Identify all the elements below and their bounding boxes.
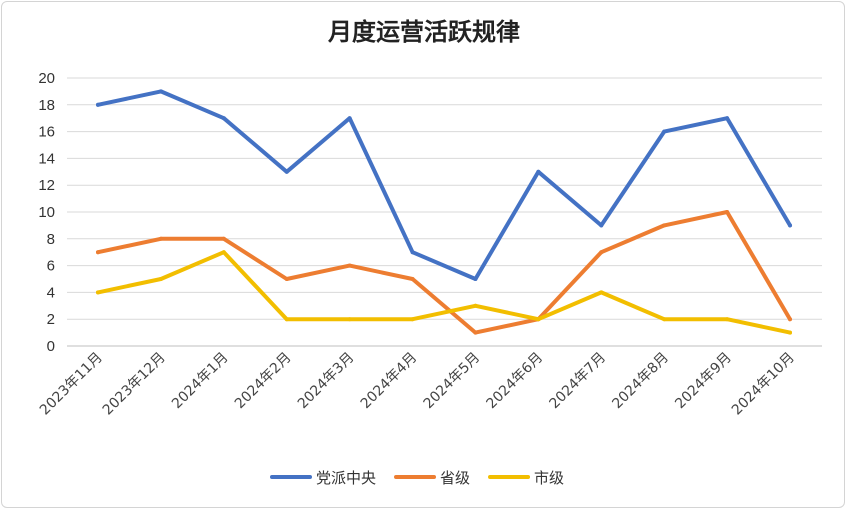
x-tick-label: 2024年9月	[672, 350, 735, 413]
y-tick-label: 16	[38, 124, 55, 141]
data-point	[473, 277, 478, 281]
data-point	[662, 223, 667, 228]
x-tick-label: 2024年1月	[169, 350, 232, 413]
data-point	[284, 169, 289, 174]
data-point	[599, 223, 604, 228]
y-tick-label: 0	[47, 338, 55, 355]
series-line-0	[96, 89, 792, 281]
y-tick-label: 6	[47, 258, 55, 275]
data-point	[662, 129, 667, 134]
data-point	[158, 89, 163, 94]
y-tick-label: 2	[47, 311, 55, 328]
data-point	[96, 290, 100, 295]
data-point	[725, 210, 730, 214]
data-point	[221, 116, 226, 121]
legend: 党派中央 省级 市级	[270, 469, 564, 487]
data-point	[599, 290, 604, 295]
data-point	[473, 330, 478, 335]
x-tick-label: 2024年7月	[546, 350, 609, 413]
data-point	[788, 330, 792, 335]
data-point	[158, 236, 163, 241]
y-tick-label: 18	[38, 97, 55, 114]
x-tick-label: 2024年8月	[609, 350, 672, 413]
legend-label-0: 党派中央	[316, 469, 376, 487]
data-point	[96, 102, 100, 107]
legend-label-2: 市级	[534, 469, 564, 487]
x-tick-label: 2024年4月	[358, 350, 421, 413]
data-point	[725, 116, 730, 121]
x-tick-label: 2024年2月	[232, 350, 295, 413]
data-point	[284, 317, 289, 322]
data-point	[473, 303, 478, 308]
data-point	[284, 277, 289, 281]
y-tick-label: 12	[38, 177, 55, 194]
x-tick-label: 2024年10月	[729, 350, 798, 419]
x-tick-label: 2023年11月	[37, 350, 106, 419]
data-point	[221, 250, 226, 255]
data-point	[599, 250, 604, 255]
legend-label-1: 省级	[440, 469, 470, 487]
chart-title: 月度运营活跃规律	[327, 18, 520, 46]
series-line-2	[96, 250, 792, 335]
y-tick-label: 8	[47, 231, 55, 248]
y-axis-ticks: 0 2 4 6 8 10 12 14 16 18 20	[38, 70, 55, 355]
series-line-1	[96, 210, 792, 335]
data-point	[158, 277, 163, 281]
data-point	[788, 223, 792, 228]
y-tick-label: 14	[38, 150, 55, 167]
data-point	[536, 317, 541, 322]
data-point	[725, 317, 730, 322]
data-point	[410, 317, 415, 322]
x-tick-label: 2024年5月	[421, 350, 484, 413]
y-tick-label: 20	[38, 70, 55, 87]
data-point	[347, 263, 352, 268]
x-tick-label: 2023年12月	[100, 350, 169, 419]
data-point	[410, 250, 415, 255]
x-tick-label: 2024年6月	[484, 350, 547, 413]
y-tick-label: 10	[38, 204, 55, 221]
data-point	[662, 317, 667, 322]
data-point	[788, 317, 792, 322]
series-lines	[96, 89, 792, 335]
y-tick-label: 4	[47, 284, 55, 301]
data-point	[536, 169, 541, 174]
data-point	[221, 236, 226, 241]
data-point	[410, 277, 415, 281]
data-point	[347, 116, 352, 121]
data-point	[347, 317, 352, 322]
data-point	[96, 250, 100, 255]
x-tick-label: 2024年3月	[295, 350, 358, 413]
